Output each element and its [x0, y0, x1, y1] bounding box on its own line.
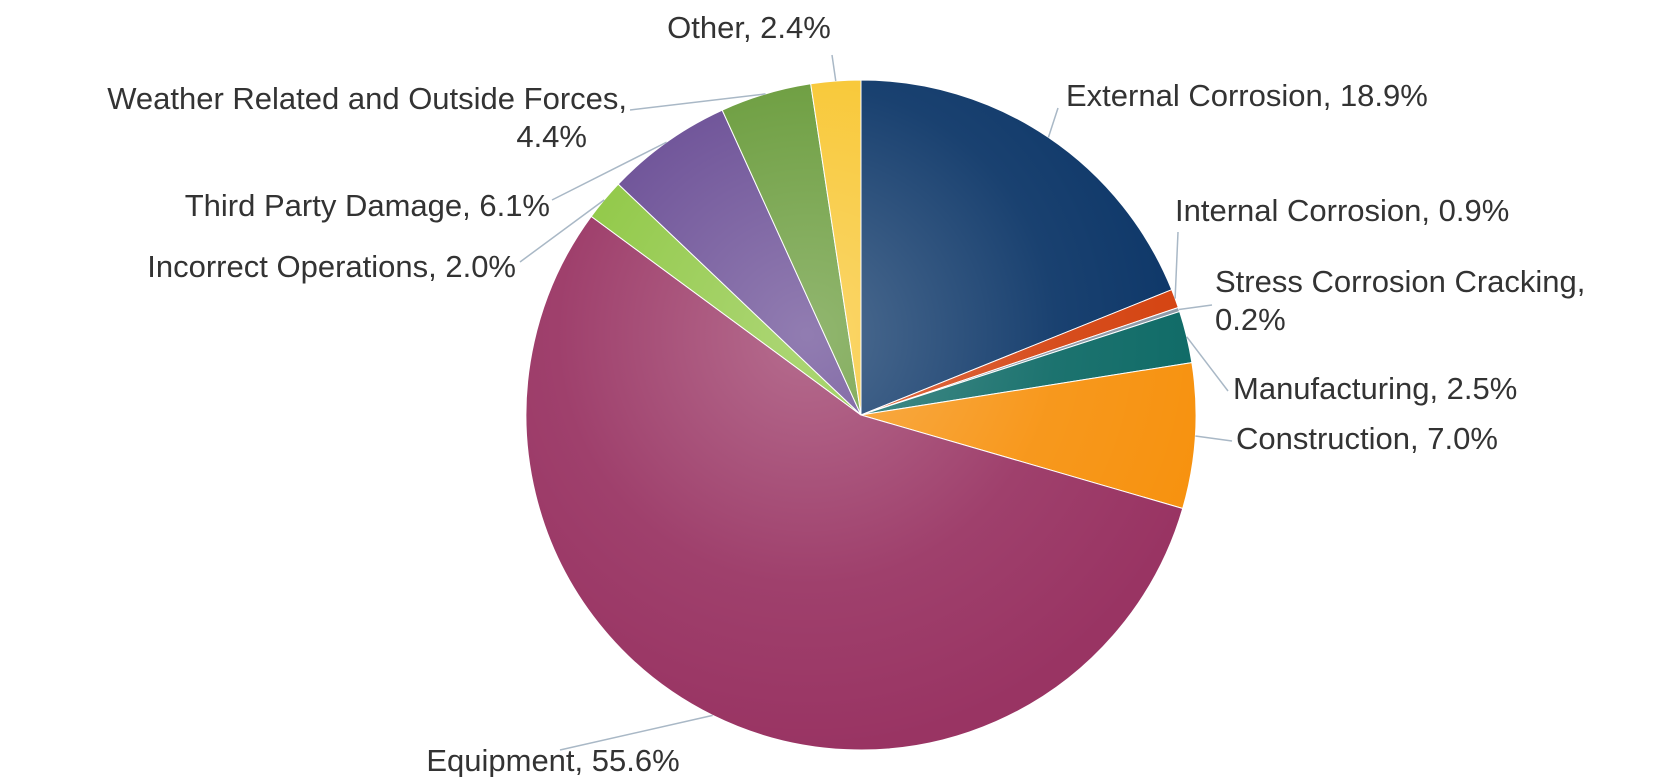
- labels: External Corrosion, 18.9% Internal Corros…: [107, 10, 1585, 777]
- data-label: Internal Corrosion, 0.9%: [1175, 193, 1509, 228]
- data-label: Stress Corrosion Cracking, 0.2%: [1215, 264, 1585, 337]
- data-label: Construction, 7.0%: [1236, 421, 1498, 456]
- leader-line: [1174, 231, 1179, 299]
- leader-line: [831, 54, 837, 82]
- data-label: Incorrect Operations, 2.0%: [147, 249, 516, 284]
- data-label: External Corrosion, 18.9%: [1066, 78, 1428, 113]
- data-label: Weather Related and Outside Forces, 4.4%: [107, 81, 627, 154]
- data-label: Other, 2.4%: [667, 10, 831, 45]
- leader-line: [1186, 336, 1229, 392]
- leader-line: [559, 714, 713, 751]
- leader-line: [519, 199, 605, 263]
- leader-line: [551, 141, 667, 201]
- data-label: Manufacturing, 2.5%: [1233, 371, 1517, 406]
- data-label: Third Party Damage, 6.1%: [185, 188, 550, 223]
- leader-line: [1047, 107, 1059, 138]
- pie: [525, 79, 1197, 751]
- leader-line: [629, 93, 766, 111]
- data-label: Equipment, 55.6%: [426, 743, 679, 777]
- leader-line: [1195, 435, 1233, 442]
- leader-line: [1178, 304, 1213, 311]
